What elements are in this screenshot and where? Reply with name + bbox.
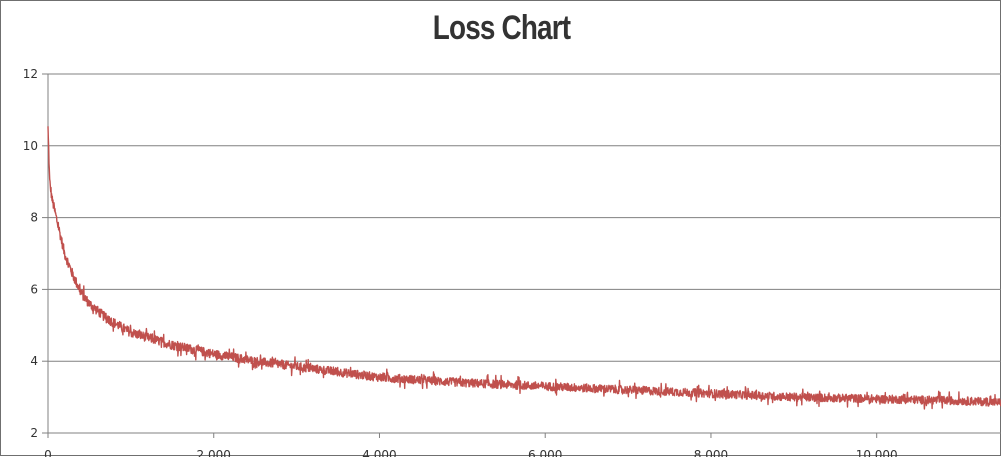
y-tick-label: 12 <box>23 67 38 81</box>
tick-labels: 2 4 6 8 10 12 0 2,000 4,000 6,000 8,000 10,000 <box>23 67 898 457</box>
x-tick-label: 0 <box>44 448 52 457</box>
y-tick-label: 2 <box>30 426 38 440</box>
chart-title: Loss Chart <box>432 9 571 47</box>
series-line-loss <box>47 126 1001 410</box>
x-tick-label: 4,000 <box>362 448 396 457</box>
y-tick-label: 10 <box>23 139 38 153</box>
y-tick-label: 6 <box>30 282 38 296</box>
grid-lines <box>48 73 1001 434</box>
y-tick-label: 4 <box>30 354 38 368</box>
series-layer <box>47 126 1001 410</box>
x-tick-label: 8,000 <box>694 448 728 457</box>
y-tick-label: 8 <box>30 211 38 225</box>
x-tick-label: 6,000 <box>528 448 562 457</box>
x-tick-label: 10,000 <box>856 448 898 457</box>
x-tick-label: 2,000 <box>197 448 231 457</box>
